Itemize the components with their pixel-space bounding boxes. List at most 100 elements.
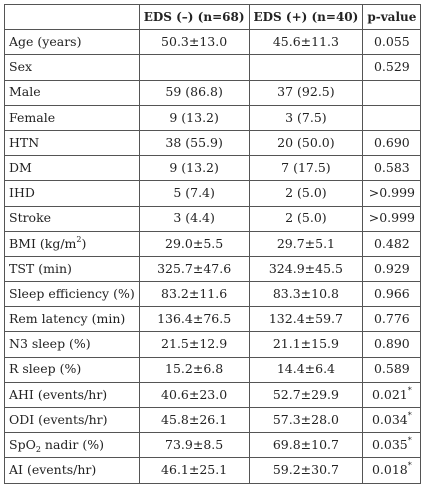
table-row: HTN 38 (55.9) 20 (50.0) 0.690 [4, 129, 422, 157]
eds-negative-value: 38 (55.9) [138, 129, 250, 157]
p-value-cell: 0.776 [362, 306, 422, 333]
p-value-cell: 0.690 [362, 129, 422, 157]
eds-negative-value: 83.2±11.6 [138, 281, 250, 308]
header-eds-negative: EDS (–) (n=68) [138, 3, 250, 31]
p-value-cell: >0.999 [362, 205, 422, 232]
p-value: 0.929 [373, 260, 410, 276]
p-value-cell: 0.890 [362, 331, 422, 358]
row-label-text: Sleep efficiency (%) [9, 285, 135, 301]
row-label: Sex [4, 54, 140, 81]
eds-positive-value: 132.4±59.7 [248, 306, 364, 333]
eds-positive-value: 52.7±29.9 [248, 381, 364, 409]
p-value-cell: 0.035* [362, 432, 422, 459]
eds-negative-value: 9 (13.2) [138, 155, 250, 182]
p-value-cell: 0.021* [362, 381, 422, 409]
row-label: ODI (events/hr) [4, 406, 140, 434]
eds-positive-value: 3 (7.5) [248, 104, 364, 131]
header-p-value: p-value [362, 3, 422, 31]
row-label: Stroke [4, 205, 140, 232]
row-label-suffix: ) [81, 235, 87, 251]
eds-positive-value: 69.8±10.7 [248, 432, 364, 459]
eds-positive-value [248, 54, 364, 81]
row-label: AI (events/hr) [4, 457, 140, 484]
p-value: >0.999 [368, 185, 415, 201]
table-row: IHD 5 (7.4) 2 (5.0) >0.999 [4, 180, 422, 207]
table-row: TST (min) 325.7±47.6 324.9±45.5 0.929 [4, 255, 422, 283]
p-value-cell [362, 104, 422, 131]
row-label: Age (years) [4, 29, 140, 56]
p-value: 0.034 [371, 411, 408, 427]
row-label: Male [4, 79, 140, 106]
significance-marker: * [407, 385, 412, 395]
p-value-cell: 0.589 [362, 356, 422, 383]
p-value: 0.055 [373, 34, 410, 50]
header-variable [4, 3, 140, 31]
eds-positive-value: 21.1±15.9 [248, 331, 364, 358]
eds-positive-value: 29.7±5.1 [248, 230, 364, 257]
eds-negative-value: 29.0±5.5 [138, 230, 250, 257]
table-row: Sleep efficiency (%) 83.2±11.6 83.3±10.8 0.… [4, 281, 422, 308]
eds-negative-value: 21.5±12.9 [138, 331, 250, 358]
eds-positive-value: 57.3±28.0 [248, 406, 364, 434]
significance-marker: * [407, 436, 412, 446]
eds-negative-value: 9 (13.2) [138, 104, 250, 131]
p-value-cell: >0.999 [362, 180, 422, 207]
p-value-cell: 0.018* [362, 457, 422, 484]
row-label-text: AI (events/hr) [9, 462, 97, 478]
eds-negative-value: 5 (7.4) [138, 180, 250, 207]
p-value-cell: 0.929 [362, 255, 422, 283]
p-value: 0.018 [371, 462, 408, 478]
table-row: Stroke 3 (4.4) 2 (5.0) >0.999 [4, 205, 422, 232]
table-row: N3 sleep (%) 21.5±12.9 21.1±15.9 0.890 [4, 331, 422, 358]
row-label-text: DM [9, 159, 32, 175]
eds-negative-value: 136.4±76.5 [138, 306, 250, 333]
row-label: BMI (kg/m2) [4, 230, 140, 257]
row-label-text: Male [9, 84, 41, 100]
eds-positive-value: 14.4±6.4 [248, 356, 364, 383]
table-row: Male 59 (86.8) 37 (92.5) [4, 79, 422, 106]
eds-negative-value: 3 (4.4) [138, 205, 250, 232]
eds-positive-value: 83.3±10.8 [248, 281, 364, 308]
table-row: AHI (events/hr) 40.6±23.0 52.7±29.9 0.021* [4, 381, 422, 409]
eds-negative-value: 50.3±13.0 [138, 29, 250, 56]
eds-negative-value: 73.9±8.5 [138, 432, 250, 459]
eds-positive-value: 2 (5.0) [248, 180, 364, 207]
eds-negative-value: 15.2±6.8 [138, 356, 250, 383]
eds-negative-value: 325.7±47.6 [138, 255, 250, 283]
table-row: SpO2 nadir (%) 73.9±8.5 69.8±10.7 0.035* [4, 432, 422, 459]
p-value-cell: 0.034* [362, 406, 422, 434]
p-value: 0.035 [371, 437, 408, 453]
eds-positive-value: 20 (50.0) [248, 129, 364, 157]
row-label-text: HTN [9, 134, 40, 150]
row-label-superscript: 2 [76, 234, 82, 244]
p-value: 0.890 [373, 336, 410, 352]
p-value: 0.021 [371, 386, 408, 402]
header-eds-positive: EDS (+) (n=40) [248, 3, 364, 31]
p-value: 0.776 [373, 311, 410, 327]
p-value: 0.482 [373, 235, 410, 251]
row-label: TST (min) [4, 255, 140, 283]
row-label: Rem latency (min) [4, 306, 140, 333]
table-row: Rem latency (min) 136.4±76.5 132.4±59.7 0.7… [4, 306, 422, 333]
p-value: 0.583 [373, 159, 410, 175]
table-row: Age (years) 50.3±13.0 45.6±11.3 0.055 [4, 29, 422, 56]
table-body: Age (years) 50.3±13.0 45.6±11.3 0.055 Sex 0.5… [4, 29, 422, 484]
p-value-cell: 0.529 [362, 54, 422, 81]
row-label-suffix: nadir (%) [40, 437, 104, 453]
eds-positive-value: 37 (92.5) [248, 79, 364, 106]
eds-negative-value: 46.1±25.1 [138, 457, 250, 484]
row-label: SpO2 nadir (%) [4, 432, 140, 459]
table-row: BMI (kg/m2) 29.0±5.5 29.7±5.1 0.482 [4, 230, 422, 257]
eds-positive-value: 324.9±45.5 [248, 255, 364, 283]
eds-comparison-table: EDS (–) (n=68) EDS (+) (n=40) p-value Ag… [4, 3, 422, 484]
row-label-text: IHD [9, 185, 35, 201]
p-value: 0.966 [373, 285, 410, 301]
eds-positive-value: 45.6±11.3 [248, 29, 364, 56]
row-label: DM [4, 155, 140, 182]
p-value: 0.690 [373, 134, 410, 150]
table-row: DM 9 (13.2) 7 (17.5) 0.583 [4, 155, 422, 182]
p-value: >0.999 [368, 210, 415, 226]
row-label-text: Female [9, 109, 56, 125]
table-row: ODI (events/hr) 45.8±26.1 57.3±28.0 0.034* [4, 406, 422, 434]
row-label: N3 sleep (%) [4, 331, 140, 358]
